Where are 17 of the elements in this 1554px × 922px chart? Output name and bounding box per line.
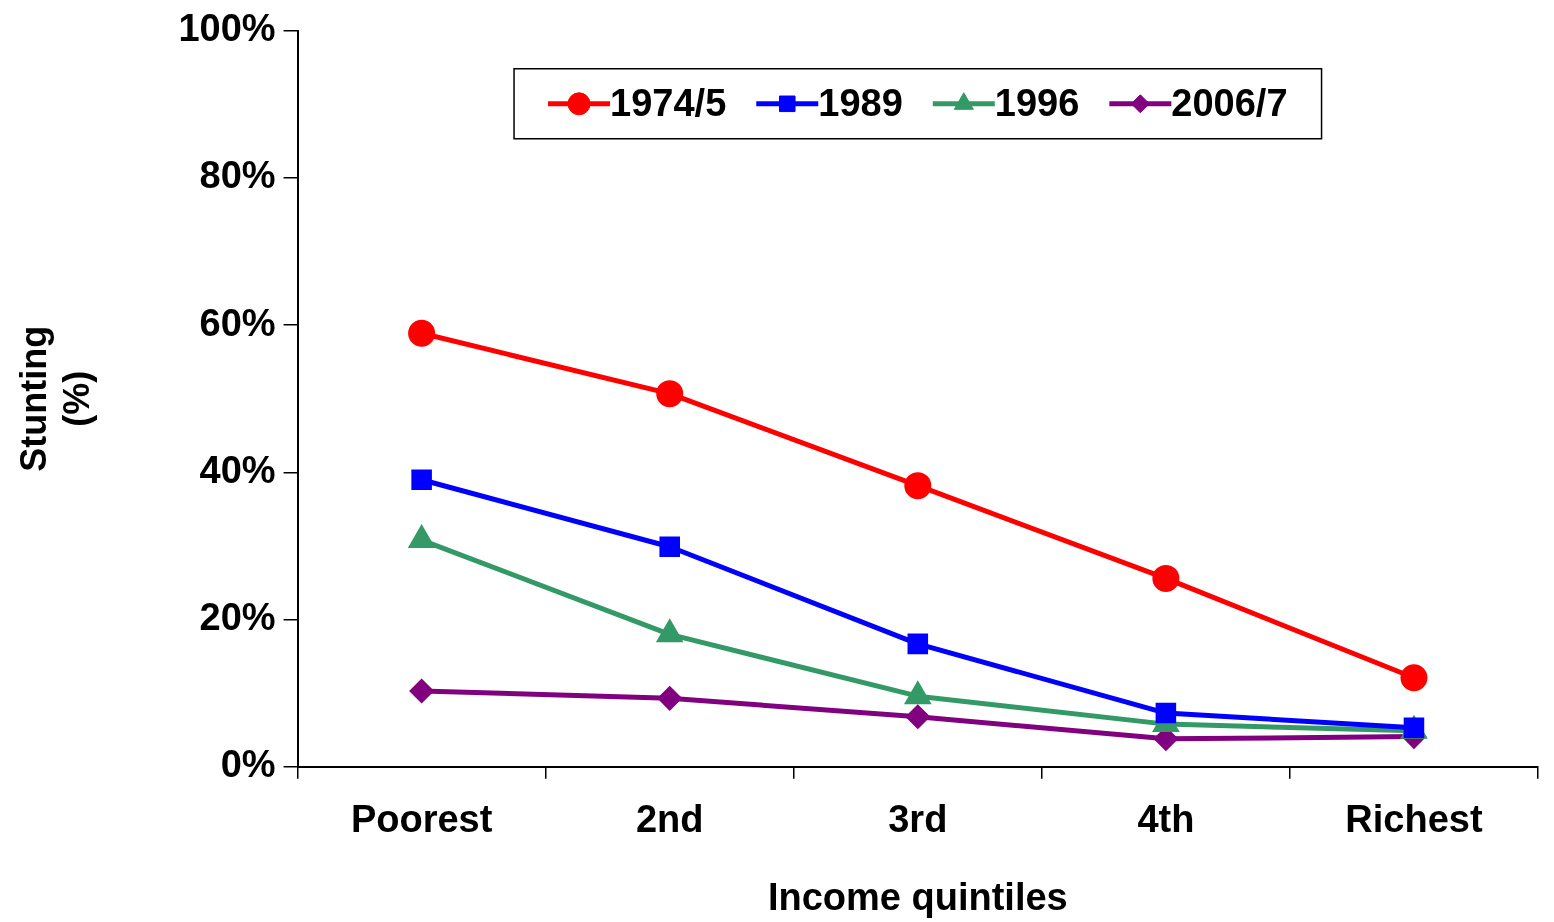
x-tick-label: 3rd bbox=[888, 798, 948, 841]
x-tick-label: Poorest bbox=[350, 798, 493, 841]
y-tick-label: 60% bbox=[199, 301, 276, 344]
legend-label: 1996 bbox=[994, 82, 1080, 125]
y-axis-title: Stunting (%) bbox=[12, 325, 97, 472]
legend-label: 1989 bbox=[818, 82, 903, 125]
y-tick-label: 100% bbox=[178, 7, 276, 50]
x-tick-label: 4th bbox=[1137, 798, 1195, 841]
y-tick-label: 0% bbox=[220, 743, 276, 786]
x-tick-label: 2nd bbox=[635, 798, 704, 841]
x-axis-title: Income quintiles bbox=[767, 875, 1068, 918]
y-tick-label: 80% bbox=[199, 154, 276, 197]
legend-label: 1974/5 bbox=[610, 82, 727, 125]
y-tick-label: 20% bbox=[199, 596, 276, 639]
y-tick-label: 40% bbox=[199, 448, 276, 491]
x-tick-label: Richest bbox=[1345, 798, 1483, 841]
legend-label: 2006/7 bbox=[1171, 82, 1288, 125]
